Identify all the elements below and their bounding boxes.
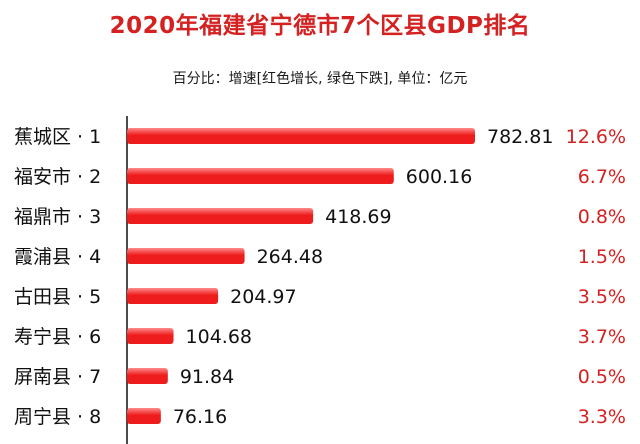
value-label: 104.68 xyxy=(186,326,252,348)
value-label: 418.69 xyxy=(325,206,391,228)
value-label: 204.97 xyxy=(230,286,296,308)
category-label: 霞浦县 · 4 xyxy=(14,246,101,268)
chart-subtitle: 百分比：增速[红色增长, 绿色下跌], 单位：亿元 xyxy=(172,71,468,87)
growth-label: 12.6% xyxy=(566,126,626,148)
chart-title: 2020年福建省宁德市7个区县GDP排名 xyxy=(109,13,531,39)
bar xyxy=(127,208,314,224)
category-label: 屏南县 · 7 xyxy=(14,366,101,388)
bar xyxy=(127,408,161,424)
growth-label: 0.8% xyxy=(578,206,626,228)
category-label: 福安市 · 2 xyxy=(14,166,101,188)
category-label: 福鼎市 · 3 xyxy=(14,206,101,228)
value-label: 600.16 xyxy=(406,166,472,188)
bar xyxy=(127,248,245,264)
bar xyxy=(127,128,475,144)
growth-label: 1.5% xyxy=(578,246,626,268)
bar xyxy=(127,168,394,184)
category-label: 蕉城区 · 1 xyxy=(14,126,101,148)
bar xyxy=(127,288,219,304)
growth-label: 0.5% xyxy=(578,366,626,388)
value-label: 91.84 xyxy=(180,366,234,388)
category-label: 古田县 · 5 xyxy=(14,286,101,308)
growth-label: 3.3% xyxy=(578,406,626,428)
value-label: 264.48 xyxy=(257,246,323,268)
growth-label: 6.7% xyxy=(578,166,626,188)
growth-label: 3.7% xyxy=(578,326,626,348)
category-label: 寿宁县 · 6 xyxy=(14,326,101,348)
value-label: 76.16 xyxy=(173,406,227,428)
bar xyxy=(127,368,168,384)
bar xyxy=(127,328,174,344)
category-label: 周宁县 · 8 xyxy=(14,406,101,428)
growth-label: 3.5% xyxy=(578,286,626,308)
value-label: 782.81 xyxy=(487,126,553,148)
